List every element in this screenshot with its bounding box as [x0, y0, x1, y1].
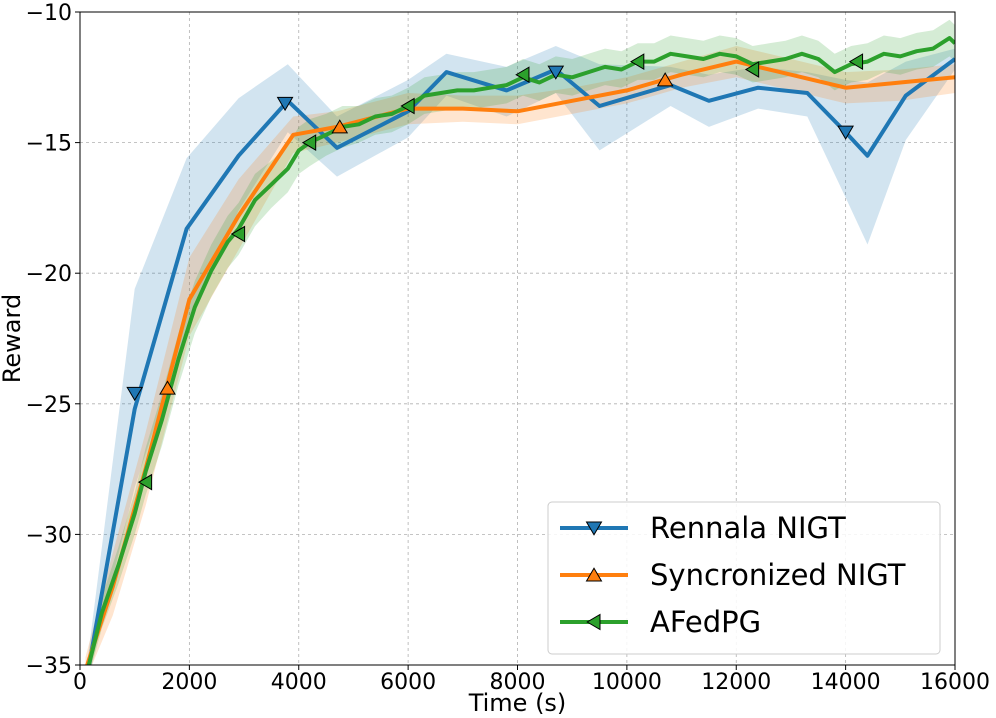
- legend: Rennala NIGT Syncronized NIGT AFedPG: [547, 501, 941, 655]
- legend-label: Syncronized NIGT: [650, 558, 906, 592]
- x-tick-label: 10000: [592, 670, 662, 695]
- series-markers: [126, 53, 864, 491]
- legend-label: AFedPG: [650, 605, 761, 639]
- legend-entry-syncronized-nigt: Syncronized NIGT: [560, 558, 906, 592]
- x-tick-label: 0: [73, 670, 87, 695]
- axis-ticks: 0 2000 4000 6000 8000 10000 12000 14000 16000 −35…: [26, 1, 990, 695]
- rennala-nigt-marker: [276, 96, 294, 112]
- afedpg-marker: [515, 66, 530, 84]
- afedpg-marker: [744, 61, 760, 78]
- x-tick-label: 12000: [701, 670, 771, 695]
- afedpg-line: [86, 36, 955, 665]
- afedpg-marker: [400, 97, 415, 115]
- rennala-nigt-marker: [126, 386, 144, 402]
- y-tick-label: −10: [26, 1, 72, 26]
- rennala-nigt-marker: [837, 125, 854, 140]
- legend-marker: [585, 521, 603, 536]
- afedpg-marker: [230, 225, 246, 243]
- syncronized-nigt-marker: [656, 72, 674, 87]
- x-axis-label: Time (s): [468, 689, 567, 717]
- rennala-nigt-band: [88, 46, 955, 665]
- syncronized-nigt-line: [85, 59, 955, 665]
- afedpg-marker: [848, 53, 864, 71]
- x-tick-label: 2000: [161, 670, 217, 695]
- legend-entry-afedpg: AFedPG: [560, 605, 761, 639]
- legend-box: [547, 501, 941, 655]
- x-tick-label: 4000: [271, 670, 327, 695]
- x-tick-label: 16000: [920, 670, 990, 695]
- legend-label: Rennala NIGT: [650, 511, 846, 545]
- x-tick-label: 6000: [380, 670, 436, 695]
- y-tick-label: −15: [26, 132, 72, 157]
- afedpg-marker: [630, 53, 645, 71]
- x-tick-label: 14000: [811, 670, 881, 695]
- legend-marker: [586, 613, 601, 631]
- y-tick-label: −25: [26, 393, 72, 418]
- y-tick-label: −35: [26, 654, 72, 679]
- x-tick-label: 8000: [490, 670, 546, 695]
- afedpg-marker: [137, 473, 153, 491]
- syncronized-nigt-marker: [159, 380, 176, 395]
- y-tick-label: −20: [26, 262, 72, 287]
- afedpg-marker: [301, 134, 317, 151]
- syncronized-nigt-marker: [331, 119, 349, 134]
- rennala-nigt-marker: [547, 65, 565, 80]
- y-tick-label: −30: [26, 523, 72, 548]
- legend-marker: [585, 567, 603, 582]
- legend-entry-rennala-nigt: Rennala NIGT: [560, 511, 846, 545]
- y-axis-label: Reward: [0, 294, 26, 383]
- confidence-bands: [85, 19, 955, 665]
